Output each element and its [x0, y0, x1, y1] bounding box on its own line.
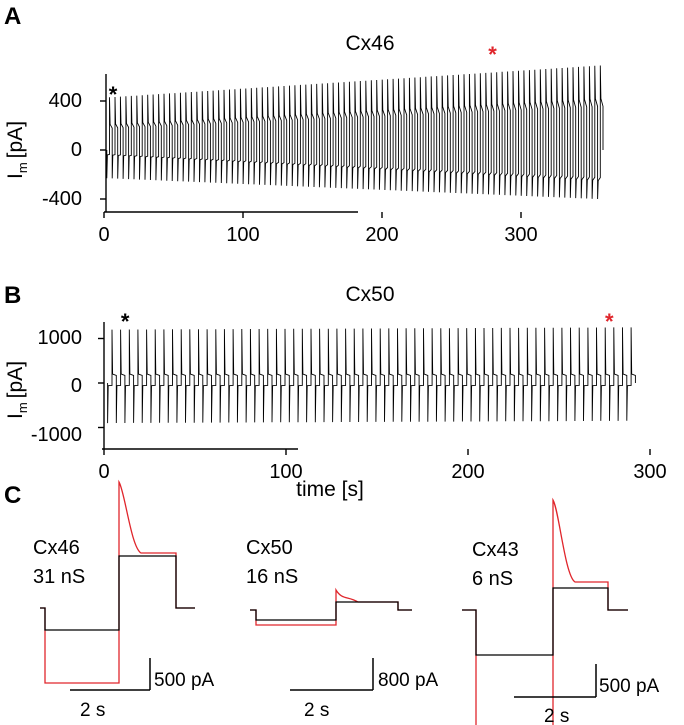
inset-cx50-conductance: 16 nS — [246, 566, 298, 588]
panel-a-black-star: * — [109, 82, 118, 107]
panel-c-letter: C — [4, 482, 21, 509]
panel-b-xtick-label: 100 — [269, 461, 302, 483]
panel-b-xtick-label: 200 — [451, 461, 484, 483]
panel-b-trace — [107, 327, 636, 424]
inset-cx43: Cx43 6 nS 2 s 500 pA — [462, 497, 660, 725]
panel-b-ylabel-symbol: I — [4, 413, 27, 419]
panel-c: C Cx46 31 nS 2 s 500 pA Cx50 16 nS 2 s 8… — [4, 479, 660, 725]
panel-a-ytick-label: 400 — [49, 90, 82, 112]
svg-text:Im[pA]: Im [pA] — [4, 121, 30, 179]
panel-b-title: Cx50 — [345, 283, 394, 306]
panel-b-current-trace — [107, 327, 636, 424]
panel-a-title: Cx46 — [345, 32, 394, 55]
inset-cx50-traces — [250, 587, 412, 626]
panel-a-xtick-label: 200 — [365, 224, 398, 246]
panel-a-ylabel-sub: m — [15, 162, 30, 173]
inset-cx46-conductance: 31 nS — [33, 566, 85, 588]
panel-a: A Cx46 * * 0 100 200 300 400 0 -400 Im [p… — [4, 3, 604, 246]
inset-cx50-name: Cx50 — [246, 537, 293, 559]
panel-b-ylabel-sub: m — [15, 402, 30, 413]
panel-b-black-star: * — [121, 309, 130, 334]
panel-b-letter: B — [4, 282, 21, 309]
inset-cx50-time-label: 2 s — [304, 700, 329, 721]
panel-b-ytick-label: 1000 — [38, 327, 83, 349]
panel-a-y-ticks — [100, 100, 106, 200]
panel-a-current-trace — [106, 65, 604, 200]
panel-a-xtick-label: 100 — [226, 224, 259, 246]
inset-cx43-current-label: 500 pA — [599, 676, 660, 697]
panel-a-ytick-label: -400 — [42, 188, 82, 210]
panel-a-x-ticks — [103, 212, 522, 218]
inset-red-trace — [40, 479, 195, 684]
inset-red-trace — [462, 497, 628, 725]
panel-a-ytick-label: 0 — [71, 139, 82, 161]
panel-a-xtick-label: 0 — [98, 224, 109, 246]
inset-black-trace — [462, 587, 628, 656]
panel-b-red-star: * — [605, 309, 614, 334]
inset-black-trace — [250, 601, 412, 621]
panel-a-ylabel-unit: [pA] — [4, 121, 27, 158]
panel-b-xtick-label: 0 — [98, 461, 109, 483]
panel-a-red-star: * — [488, 42, 497, 67]
inset-cx46: Cx46 31 nS 2 s 500 pA — [33, 479, 215, 721]
inset-cx43-name: Cx43 — [472, 539, 519, 561]
panel-b-xtick-label: 300 — [633, 461, 666, 483]
panel-a-letter: A — [4, 3, 21, 30]
panel-a-ylabel-symbol: I — [4, 173, 27, 179]
inset-cx46-current-label: 500 pA — [154, 670, 215, 691]
panel-b-xlabel: time [s] — [296, 478, 364, 501]
inset-cx43-conductance: 6 nS — [472, 568, 513, 590]
panel-a-ylabel: Im [pA] — [4, 121, 30, 179]
panel-b-x-ticks — [103, 449, 651, 455]
inset-black-trace — [40, 555, 195, 631]
panel-b-ytick-label: 0 — [71, 375, 82, 397]
inset-cx43-traces — [462, 497, 628, 725]
panel-b-ylabel-unit: [pA] — [4, 361, 27, 398]
panel-b: B Cx50 * * 0 100 200 300 time [s] 1000 0… — [4, 282, 667, 501]
panel-b-ylabel: Im [pA] — [4, 361, 30, 419]
inset-cx50-current-label: 800 pA — [378, 670, 439, 691]
inset-cx43-time-label: 2 s — [544, 706, 569, 725]
panel-b-ytick-label: -1000 — [31, 424, 82, 446]
panel-a-trace — [106, 65, 604, 200]
inset-cx50: Cx50 16 nS 2 s 800 pA — [246, 537, 439, 721]
svg-text:Im[pA]: Im [pA] — [4, 361, 30, 419]
inset-cx46-traces — [40, 479, 195, 684]
inset-cx46-name: Cx46 — [33, 537, 80, 559]
panel-a-xtick-label: 300 — [504, 224, 537, 246]
panel-b-y-ticks — [98, 337, 104, 429]
inset-cx46-time-label: 2 s — [80, 700, 105, 721]
